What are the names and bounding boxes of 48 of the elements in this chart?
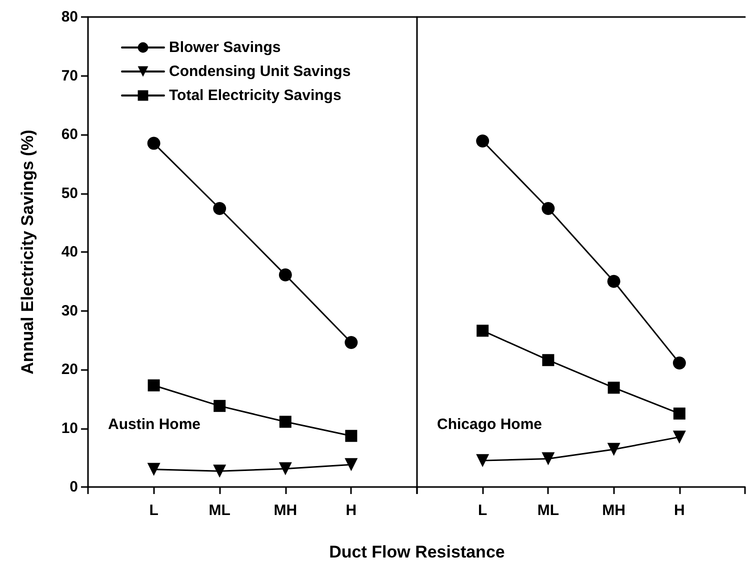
point xyxy=(607,442,620,456)
y-tick-label: 30 xyxy=(61,302,78,320)
point xyxy=(148,379,160,392)
point xyxy=(542,452,555,466)
legend-label: Condensing Unit Savings xyxy=(169,63,351,80)
y-tick-label: 60 xyxy=(61,126,78,143)
point xyxy=(278,462,292,476)
annotation: Chicago Home xyxy=(437,416,542,433)
point xyxy=(344,458,358,472)
legend-label: Blower Savings xyxy=(169,39,281,56)
x-tick-label: H xyxy=(674,502,685,519)
point xyxy=(672,430,686,444)
x-tick-label: ML xyxy=(537,502,560,519)
point xyxy=(542,354,554,366)
legend-label: Total Electricity Savings xyxy=(169,87,342,104)
y-tick-label: 20 xyxy=(61,361,78,378)
point xyxy=(476,134,490,148)
x-tick-label: ML xyxy=(208,502,230,519)
point xyxy=(147,462,160,476)
point xyxy=(672,356,686,370)
y-tick-label: 0 xyxy=(70,478,78,496)
point xyxy=(542,202,555,216)
x-tick-label: L xyxy=(478,502,488,519)
y-tick-label: 70 xyxy=(61,67,78,84)
point xyxy=(279,416,292,428)
point xyxy=(147,136,160,150)
y-tick-label: 80 xyxy=(61,8,78,26)
x-tick-label: H xyxy=(346,502,357,519)
point xyxy=(476,324,489,337)
point xyxy=(608,382,620,394)
x-tick-label: MH xyxy=(602,502,626,519)
point xyxy=(213,202,226,216)
point xyxy=(214,400,226,412)
point xyxy=(607,274,620,288)
point xyxy=(344,336,358,349)
point xyxy=(278,268,292,282)
x-axis-title: Duct Flow Resistance xyxy=(329,542,505,562)
x-tick-label: MH xyxy=(274,502,298,519)
y-tick-label: 10 xyxy=(61,420,78,437)
x-tick-label: L xyxy=(149,502,158,519)
y-axis-title: Annual Electricity Savings (%) xyxy=(18,130,37,374)
point xyxy=(345,430,358,442)
y-tick-label: 40 xyxy=(61,244,78,260)
point xyxy=(213,464,226,478)
point xyxy=(476,454,490,468)
y-tick-label: 50 xyxy=(61,184,78,202)
point xyxy=(673,408,686,420)
annotation: Austin Home xyxy=(108,416,201,433)
